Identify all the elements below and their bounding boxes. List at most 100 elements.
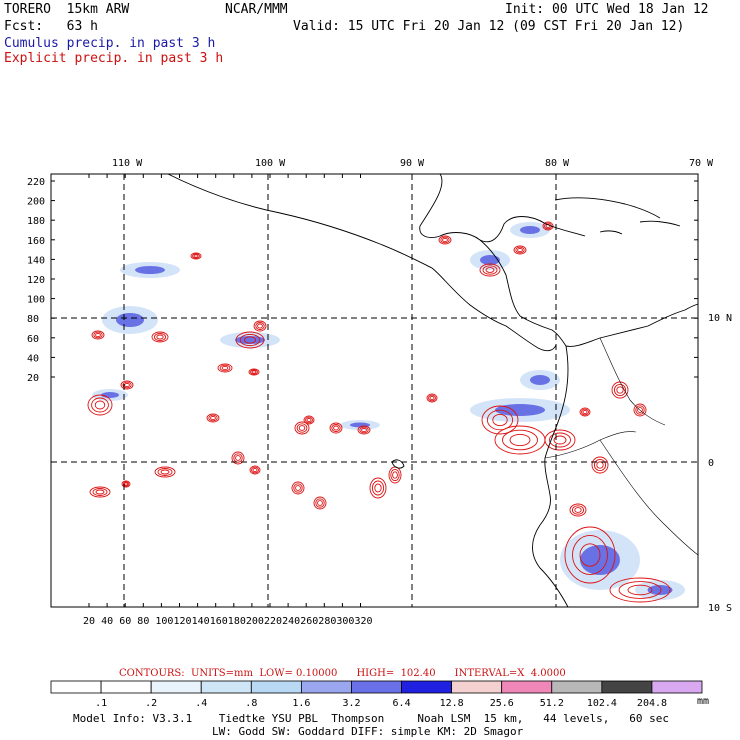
explicit-precip-contour [517,247,523,253]
explicit-precip-contour [217,363,233,373]
explicit-precip-contour [122,381,132,389]
explicit-precip-contour [255,322,265,330]
explicit-precip-contour [579,407,591,417]
explicit-precip-contour [596,461,604,469]
explicit-precip-contour [251,370,257,374]
x-tick-label: 220 [264,616,282,627]
explicit-precip-contour [294,421,310,435]
explicit-precip-contour [303,415,315,425]
explicit-precip-contour [257,323,263,329]
explicit-precip-contour [124,382,130,388]
org-title: NCAR/MMM [225,2,288,17]
explicit-precip-contour [313,496,327,510]
explicit-precip-contour [291,481,305,495]
lon-label-80w: 80 W [545,158,570,169]
explicit-precip-contour [248,368,260,376]
cumulus-precip-core [135,266,165,274]
explicit-precip-contour [221,365,229,371]
cumulus-precip-core [530,375,550,385]
explicit-precip-contour [571,505,585,515]
legend-explicit: Explicit precip. in past 3 h [4,51,224,66]
explicit-precip-contour [296,423,308,433]
y-tick-label: 160 [27,236,45,247]
explicit-precip-contour [156,334,164,340]
explicit-precip-contour [485,267,495,273]
explicit-precip-contour [91,330,105,340]
colorbar-label: 25.6 [490,698,514,709]
explicit-precip-contour [305,416,313,424]
explicit-precip-contour [92,488,108,496]
explicit-precip-contour [120,380,134,390]
y-tick-label: 200 [27,197,45,208]
island-cuba [554,197,661,219]
explicit-precip-contour [235,455,241,461]
explicit-precip-contour [190,252,202,260]
x-tick-label: 100 [155,616,173,627]
colorbar [50,680,703,694]
explicit-precip-contour [593,458,607,472]
explicit-precip-contour [293,483,303,493]
explicit-precip-contour [359,426,369,434]
lon-label-110w: 110 W [112,158,143,169]
explicit-precip-contour [210,415,216,421]
y-tick-label: 20 [27,373,39,384]
explicit-precip-contour [502,429,538,451]
explicit-precip-contour [208,414,218,422]
colorbar-swatch [601,680,653,694]
precip-layer [87,221,685,603]
cumulus-precip-core [520,226,540,234]
x-tick-label: 60 [119,616,131,627]
colorbar-label: 6.4 [393,698,411,709]
explicit-precip-contour [239,333,261,347]
explicit-precip-contour [154,466,176,478]
y-tick-label: 120 [27,275,45,286]
lat-lon-grid [51,174,698,607]
contours-info: CONTOURS: UNITS=mm LOW= 0.10000 HIGH= 10… [119,668,566,679]
model-title: TORERO 15km ARW [4,2,130,17]
init-time: Init: 00 UTC Wed 18 Jan 12 [505,2,709,17]
lon-label-70w: 70 W [689,158,714,169]
x-tick-label: 240 [282,616,300,627]
explicit-precip-contour [591,456,609,474]
explicit-precip-contour [361,427,367,433]
island-hispaniola [639,220,681,227]
cumulus-precip-core [580,545,620,575]
y-tick-label: 60 [27,334,39,345]
explicit-precip-contour [331,424,341,432]
explicit-precip-contour [579,543,601,567]
colorbar-label: 12.8 [440,698,464,709]
explicit-precip-contour [89,486,111,498]
explicit-precip-contour [317,500,323,506]
lat-label-0: 0 [708,458,714,469]
explicit-precip-contour [160,469,170,475]
explicit-precip-contour [572,534,608,576]
lat-label-10n: 10 N [708,313,732,324]
coastline-south-america [565,303,699,347]
x-tick-label: 300 [336,616,354,627]
legend-cumulus: Cumulus precip. in past 3 h [4,36,216,51]
border-colombia-venezuela [599,337,666,426]
x-tick-label: 200 [246,616,264,627]
explicit-precip-contour [429,395,435,401]
lon-label-90w: 90 W [400,158,425,169]
explicit-precip-contour [481,405,519,435]
explicit-precip-contour [635,405,645,415]
x-tick-label: 80 [137,616,149,627]
colorbar-swatch [451,680,503,694]
explicit-precip-contour [249,465,261,475]
y-tick-label: 80 [27,314,39,325]
x-tick-label: 120 [174,616,192,627]
explicit-precip-contour [219,364,231,372]
explicit-precip-contour [91,397,109,413]
model-info-line1: Model Info: V3.3.1 Tiedtke YSU PBL Thomp… [73,712,670,725]
explicit-precip-contour [613,383,627,397]
explicit-precip-contour [95,332,101,338]
explicit-precip-contour [486,409,514,431]
lat-label-10s: 10 S [708,603,732,614]
explicit-precip-contour [515,246,525,254]
colorbar-label: .1 [95,698,107,709]
y-tick-label: 180 [27,216,45,227]
explicit-precip-contour [618,581,662,599]
explicit-precip-contour [333,425,339,431]
